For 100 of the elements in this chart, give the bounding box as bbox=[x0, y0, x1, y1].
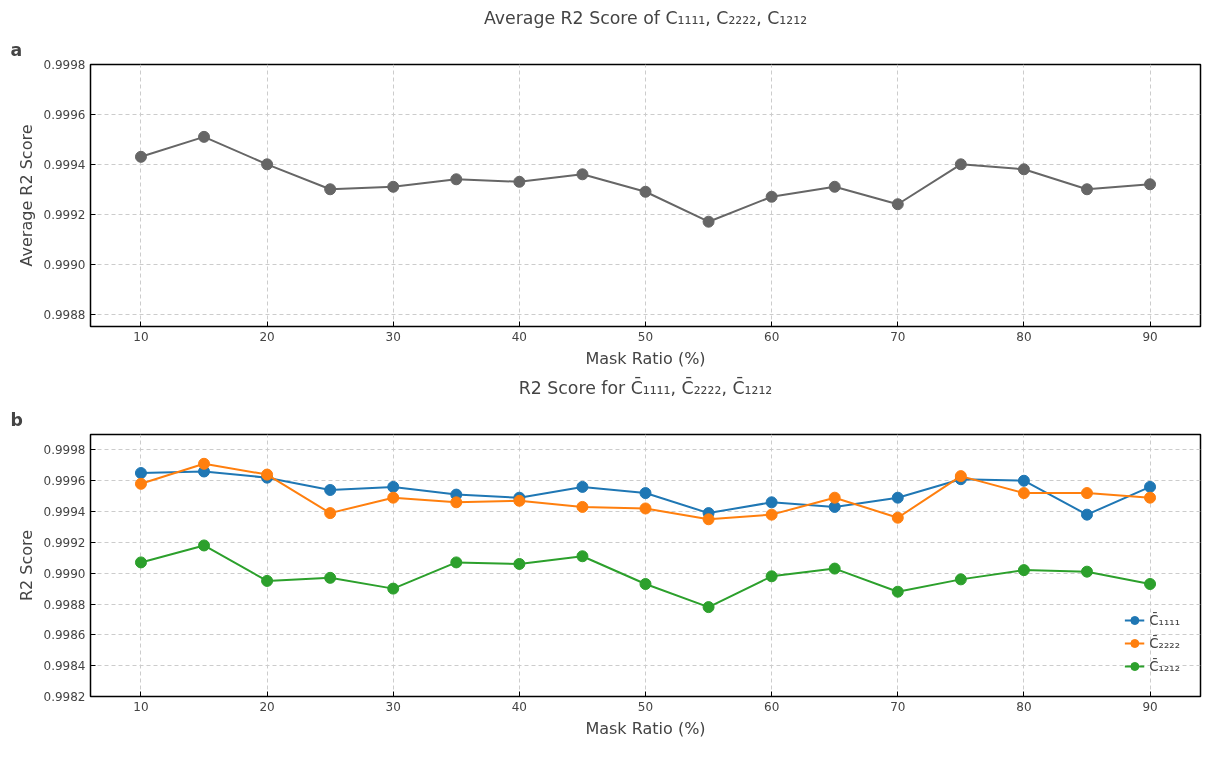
point bbox=[639, 578, 652, 590]
x-tick-label: 80 bbox=[1016, 329, 1032, 344]
y-tick-label: 0.9988 bbox=[43, 307, 86, 322]
point bbox=[387, 480, 400, 493]
legend-label: C̄₁₁₁₁ bbox=[1149, 612, 1180, 628]
point bbox=[1144, 480, 1157, 493]
y-tick-label: 0.9994 bbox=[43, 505, 86, 520]
y-tick-label: 0.9992 bbox=[43, 207, 86, 222]
x-tick-label: 70 bbox=[890, 329, 906, 344]
point bbox=[576, 550, 589, 563]
point bbox=[765, 570, 778, 583]
point bbox=[134, 467, 147, 480]
y-tick-label: 0.9982 bbox=[43, 690, 86, 704]
y-tick-label: 0.9996 bbox=[43, 474, 86, 489]
point bbox=[639, 502, 652, 515]
x-tick-label: 40 bbox=[511, 329, 528, 344]
point bbox=[134, 150, 147, 163]
point bbox=[324, 571, 337, 584]
point bbox=[702, 601, 715, 614]
point bbox=[1017, 163, 1030, 176]
point bbox=[261, 158, 274, 171]
x-tick-label: 20 bbox=[259, 699, 275, 714]
y-tick-label: 0.9990 bbox=[43, 566, 86, 581]
y-tick-label: 0.9988 bbox=[43, 597, 86, 612]
x-tick-label: 60 bbox=[764, 329, 780, 344]
point bbox=[198, 130, 211, 143]
point bbox=[1017, 487, 1030, 500]
point bbox=[513, 175, 526, 188]
point bbox=[387, 180, 400, 193]
point bbox=[828, 562, 841, 575]
y-tick-label: 0.9996 bbox=[43, 107, 86, 122]
legend-label: C̄₁₂₁₂ bbox=[1149, 658, 1180, 674]
point bbox=[576, 500, 589, 513]
legend-label: C̄₂₂₂₂ bbox=[1149, 635, 1180, 651]
point bbox=[891, 198, 904, 211]
point bbox=[891, 491, 904, 504]
text: a bbox=[10, 39, 23, 60]
point bbox=[1144, 491, 1157, 504]
x-tick-label: 40 bbox=[511, 699, 528, 714]
point bbox=[387, 582, 400, 595]
point bbox=[324, 183, 337, 196]
point bbox=[198, 457, 211, 470]
x-tick-label: 50 bbox=[637, 329, 654, 344]
x-axis-title: Mask Ratio (%) bbox=[585, 718, 706, 738]
x-tick-label: 60 bbox=[764, 699, 780, 714]
y-axis-title: Average R2 Score bbox=[16, 124, 36, 267]
x-tick-label: 30 bbox=[385, 329, 401, 344]
x-tick-label: 20 bbox=[259, 329, 275, 344]
point bbox=[639, 487, 652, 500]
point bbox=[513, 557, 526, 570]
point bbox=[261, 574, 274, 587]
point bbox=[324, 507, 337, 520]
x-tick-label: 10 bbox=[133, 699, 149, 714]
x-tick-label: 90 bbox=[1142, 699, 1158, 714]
point bbox=[765, 190, 778, 203]
y-axis-title: R2 Score bbox=[16, 529, 36, 602]
point bbox=[450, 173, 463, 186]
point bbox=[198, 539, 211, 552]
point bbox=[450, 496, 463, 509]
point bbox=[576, 480, 589, 493]
chart-title: R2 Score for C̄₁₁₁₁, C̄₂₂₂₂, C̄₁₂₁₂ bbox=[518, 376, 773, 398]
y-tick-label: 0.9998 bbox=[43, 58, 86, 72]
point bbox=[954, 573, 967, 586]
point bbox=[891, 511, 904, 524]
point bbox=[134, 477, 147, 490]
point bbox=[387, 491, 400, 504]
point bbox=[134, 556, 147, 569]
y-tick-label: 0.9998 bbox=[43, 443, 86, 458]
point bbox=[324, 483, 337, 496]
point bbox=[1017, 474, 1030, 487]
point bbox=[639, 185, 652, 198]
point bbox=[765, 496, 778, 509]
text: b bbox=[10, 409, 23, 430]
point bbox=[1080, 565, 1093, 578]
point bbox=[828, 491, 841, 504]
y-tick-label: 0.9992 bbox=[43, 535, 86, 550]
point bbox=[954, 158, 967, 171]
x-tick-label: 10 bbox=[133, 329, 149, 344]
chart-title: Average R2 Score of C₁₁₁₁, C₂₂₂₂, C₁₂₁₂ bbox=[483, 7, 808, 28]
point bbox=[702, 215, 715, 228]
x-tick-label: 70 bbox=[890, 699, 906, 714]
point bbox=[1080, 183, 1093, 196]
x-tick-label: 50 bbox=[637, 699, 654, 714]
point bbox=[576, 168, 589, 181]
y-tick-label: 0.9984 bbox=[43, 659, 86, 674]
point bbox=[891, 585, 904, 598]
point bbox=[450, 556, 463, 569]
x-axis-title: Mask Ratio (%) bbox=[585, 348, 706, 368]
point bbox=[1144, 578, 1157, 590]
point bbox=[828, 180, 841, 193]
point bbox=[1080, 487, 1093, 500]
x-tick-label: 90 bbox=[1142, 329, 1158, 344]
x-tick-label: 80 bbox=[1016, 699, 1032, 714]
x-tick-label: 30 bbox=[385, 699, 401, 714]
point bbox=[1080, 508, 1093, 521]
point bbox=[765, 508, 778, 521]
point bbox=[702, 513, 715, 526]
y-tick-label: 0.9986 bbox=[43, 628, 86, 643]
point bbox=[1144, 178, 1157, 191]
y-tick-label: 0.9990 bbox=[43, 257, 86, 272]
